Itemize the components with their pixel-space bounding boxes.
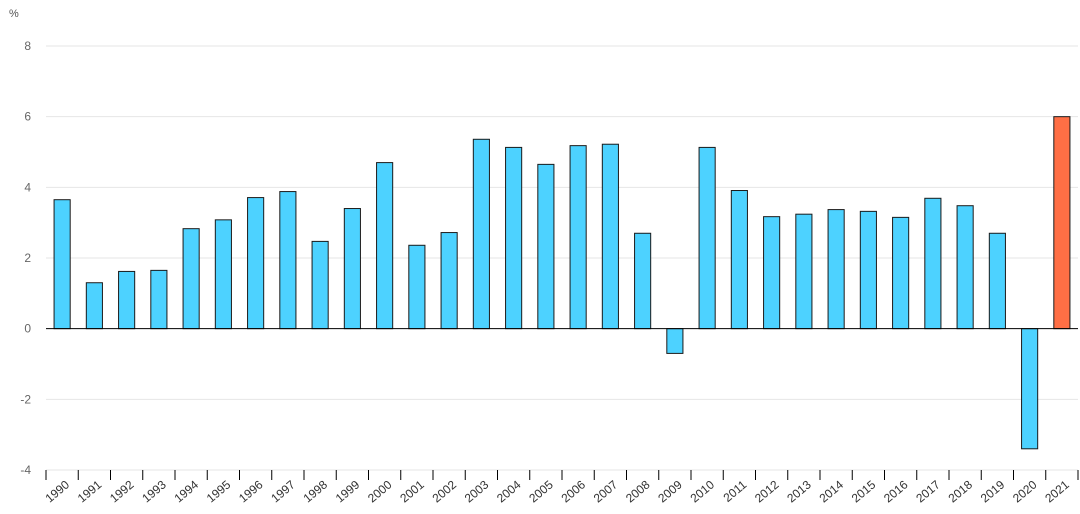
y-tick-label: -4: [20, 463, 31, 477]
x-tick-label: 2005: [526, 477, 556, 505]
x-tick-label: 1994: [172, 477, 202, 505]
x-tick-label: 2006: [559, 477, 589, 505]
x-tick-label: 2000: [365, 477, 395, 505]
x-tick-label: 2004: [494, 477, 524, 505]
x-tick-label: 1990: [43, 477, 73, 505]
bar-2012: [763, 216, 781, 330]
x-tick-label: 2011: [721, 477, 750, 505]
bar-2018: [956, 205, 974, 330]
y-tick-label: 6: [24, 110, 31, 124]
bar-2006: [569, 145, 587, 330]
y-tick-label: 4: [24, 180, 31, 194]
bar-2011: [730, 190, 748, 330]
bar-2015: [859, 210, 877, 330]
bar-2003: [472, 138, 490, 330]
bar-2021: [1053, 116, 1071, 330]
y-tick-label: -2: [20, 392, 31, 406]
x-tick-label: 2007: [591, 477, 621, 505]
x-tick-label: 2013: [784, 477, 814, 505]
bar-2009: [666, 328, 684, 354]
x-tick-label: 1992: [107, 477, 137, 505]
bar-2004: [505, 146, 523, 330]
y-axis-unit-label: %: [9, 8, 19, 20]
x-tick-label: 2018: [946, 477, 976, 505]
bar-2005: [537, 163, 555, 330]
x-tick-label: 2008: [623, 477, 653, 505]
bar-2013: [795, 213, 813, 330]
x-tick-label: 2012: [752, 477, 782, 505]
bar-2002: [440, 232, 458, 330]
y-tick-label: 0: [24, 322, 31, 336]
x-tick-label: 1997: [268, 477, 298, 505]
bar-1991: [85, 282, 103, 330]
x-tick-label: 2017: [913, 477, 943, 505]
bar-1997: [279, 191, 297, 330]
bar-2007: [601, 143, 619, 330]
bar-1998: [311, 240, 329, 330]
bar-2001: [408, 244, 426, 330]
x-tick-label: 2019: [978, 477, 1008, 505]
x-tick-label: 1993: [139, 477, 169, 505]
bar-1995: [214, 219, 232, 330]
x-tick-label: 2009: [655, 477, 685, 505]
x-tick-label: 2001: [397, 477, 427, 505]
bar-2008: [634, 232, 652, 330]
x-tick-label: 2021: [1042, 477, 1072, 505]
bar-1992: [118, 270, 136, 330]
x-tick-label: 2002: [430, 477, 460, 505]
bar-1990: [53, 199, 71, 330]
y-axis-ticks: -4 -2 0 2 4 6 8: [20, 39, 31, 477]
y-tick-label: 8: [24, 39, 31, 53]
y-tick-label: 2: [24, 251, 31, 265]
bar-2014: [827, 209, 845, 330]
x-tick-label: 2020: [1010, 477, 1040, 505]
x-tick-label: 1995: [204, 477, 234, 505]
x-tick-label: 2010: [688, 477, 718, 505]
x-tick-label: 1991: [75, 477, 105, 505]
bar-2019: [988, 232, 1006, 330]
x-tick-label: 2003: [462, 477, 492, 505]
grid-lines: [46, 45, 1078, 400]
bar-2000: [376, 162, 394, 330]
x-tick-label: 2015: [849, 477, 879, 505]
x-tick-label: 1999: [333, 477, 363, 505]
bar-2017: [924, 197, 942, 330]
bar-1996: [247, 197, 265, 330]
x-tick-label: 1998: [301, 477, 331, 505]
bar-1994: [182, 228, 200, 330]
bar-1999: [343, 208, 361, 330]
bar-1993: [150, 269, 168, 330]
x-axis: 1990 1991 1992 1993 1994 1995 1996 1997 1998 1999…: [43, 328, 1079, 505]
x-tick-label: 2014: [817, 477, 847, 505]
x-tick-label: 1996: [236, 477, 266, 505]
x-tick-label: 2016: [881, 477, 911, 505]
bar-2010: [698, 146, 716, 330]
bar-2016: [892, 216, 910, 330]
bar-2020: [1021, 328, 1039, 450]
